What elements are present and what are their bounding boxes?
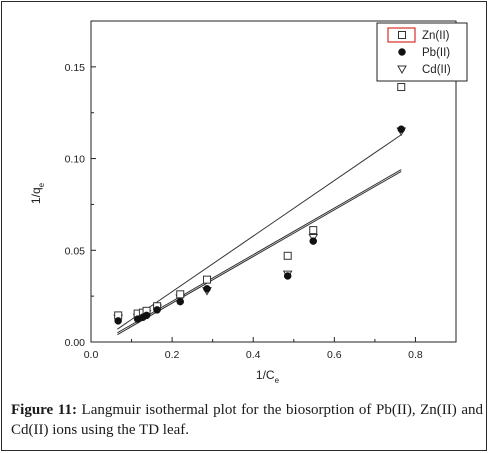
y-tick-label: 0.15 [65,62,86,74]
fit-line-3 [117,170,402,336]
fit-line-1 [117,134,402,330]
legend-label-pbii: Pb(II) [422,47,450,59]
legend-label-cdii: Cd(II) [422,64,451,76]
x-axis-label-subscript: e [275,376,280,385]
y-tick-label: 0.10 [65,154,86,166]
plot-border [90,20,457,343]
y-tick-label: 0.00 [65,337,86,349]
x-tick-label: 0.4 [246,349,261,361]
legend-marker-znii [398,31,406,39]
point-pbii [176,297,184,306]
point-pbii [142,311,151,320]
point-znii [283,251,292,260]
x-tick-label: 0.2 [165,349,180,361]
caption-text: Langmuir isothermal plot for the biosorp… [11,402,484,438]
legend-box [376,22,468,82]
y-axis-label: 1/qe [29,182,46,204]
legend-marker-cdii [397,65,407,75]
y-axis-label-subscript: e [37,182,46,187]
point-znii [397,83,406,92]
point-znii [176,290,185,299]
point-pbii [153,306,161,314]
fit-line-2 [117,169,402,334]
fit-lines [117,134,402,336]
x-tick-label: 0.0 [84,349,99,361]
point-pbii [283,272,292,280]
data-points [113,83,407,325]
caption-label: Figure 11: [11,402,77,418]
x-tick-label: 0.8 [408,349,423,361]
chart: 0.0 0.2 0.4 0.6 0.80.000.050.100.151/Ce1/qe … [29,20,468,385]
chart-axes: 0.0 0.2 0.4 0.6 0.8 0.00 0.05 0.10 0.15 1/Ce 1/qe [29,20,457,385]
point-pbii [114,317,122,325]
legend-marker-pbii [398,48,406,56]
point-znii [309,226,318,235]
point-znii [202,275,211,284]
legend: Zn(II) Pb(II) Cd(II) [376,22,468,82]
y-tick-label: 0.05 [65,245,86,257]
point-pbii [203,285,211,293]
x-tick-label: 0.6 [327,349,342,361]
figure-caption: Figure 11: Langmuir isothermal plot for … [11,400,483,440]
point-pbii [309,237,317,245]
x-axis-label: 1/Ce [256,368,280,385]
point-pbii [397,125,405,133]
legend-highlight [387,27,416,43]
legend-label-znii: Zn(II) [422,30,450,42]
